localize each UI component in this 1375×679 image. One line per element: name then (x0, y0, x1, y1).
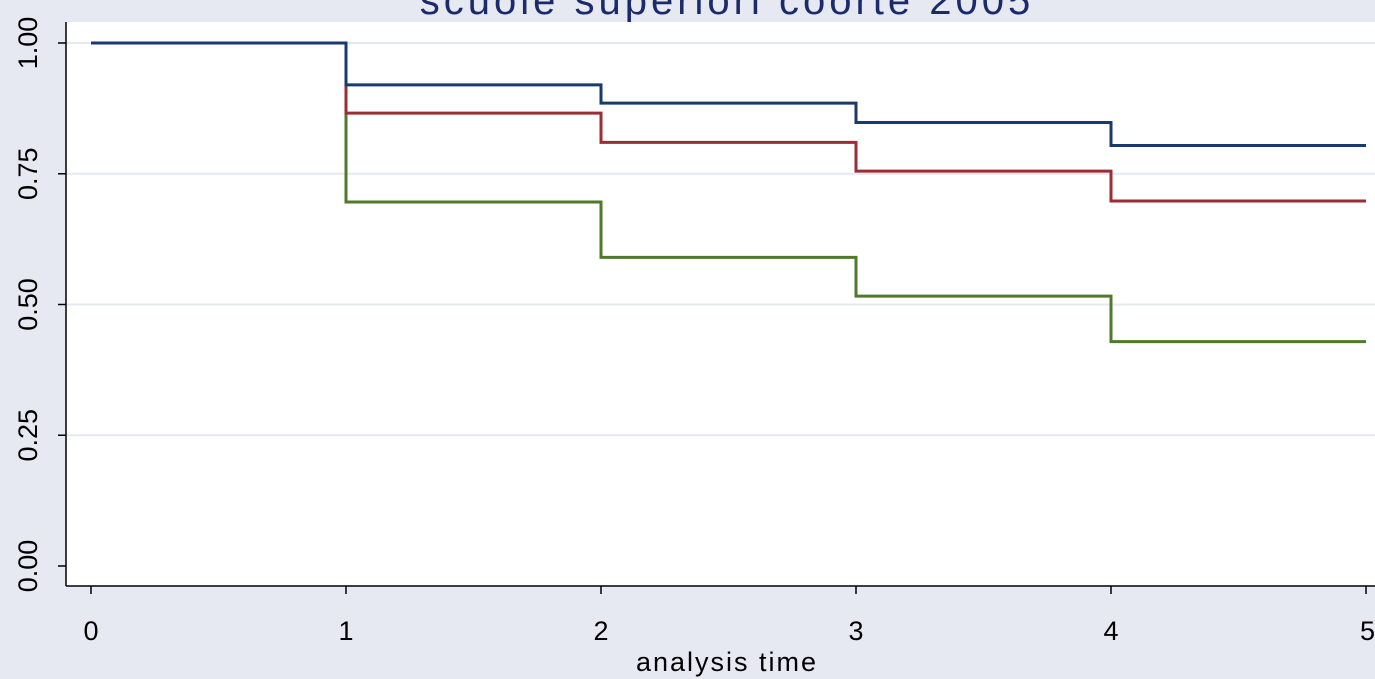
x-tick-label: 0 (83, 616, 98, 646)
y-tick-label: 0.25 (13, 409, 43, 462)
x-axis-label: analysis time (636, 647, 818, 677)
x-tick-label: 3 (848, 616, 863, 646)
x-tick-label: 1 (338, 616, 353, 646)
x-tick-label: 5 (1360, 616, 1375, 646)
axes: 0.00 0.25 0.50 0.75 1.00 0 1 2 3 4 5 (13, 17, 1375, 646)
chart-title: scuole superiori coorte 2005 (420, 0, 1035, 23)
x-tick-label: 2 (593, 616, 608, 646)
series-lines (91, 41, 1366, 344)
series-line-3 (91, 41, 1366, 344)
y-tick-label: 1.00 (13, 17, 43, 70)
y-tick-label: 0.00 (13, 540, 43, 593)
series-line-1 (91, 41, 1366, 148)
y-tick-label: 0.50 (13, 278, 43, 331)
x-tick-label: 4 (1103, 616, 1118, 646)
y-tick-label: 0.75 (13, 147, 43, 200)
